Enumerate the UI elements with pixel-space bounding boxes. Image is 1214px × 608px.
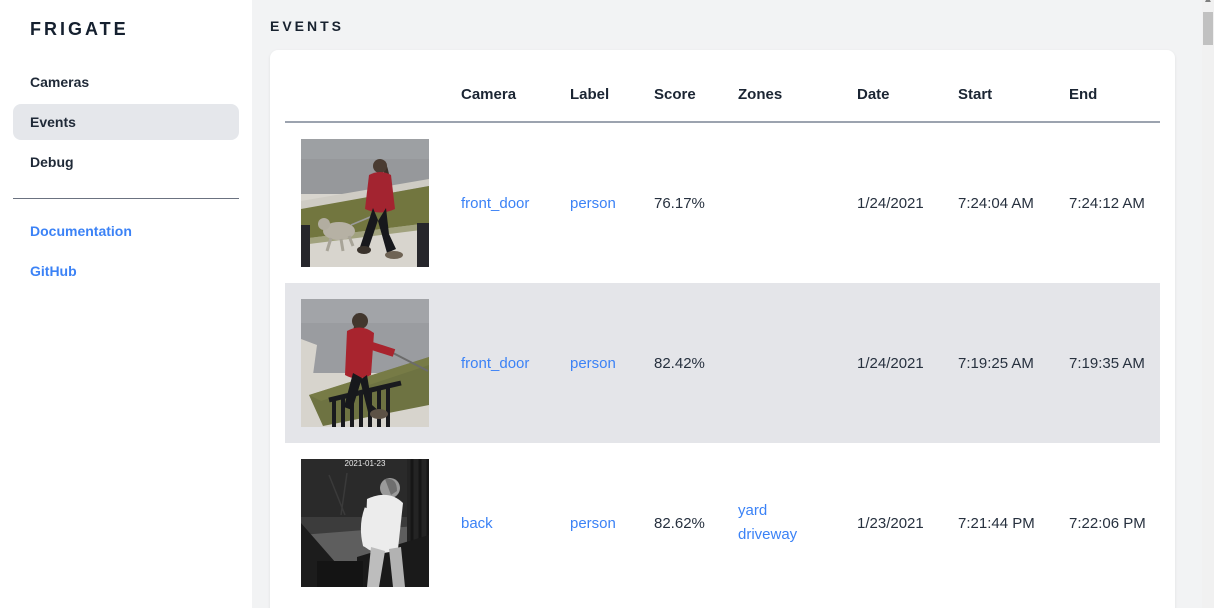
sidebar-item-events[interactable]: Events [13,104,239,140]
zone-link-yard[interactable]: yard [738,502,768,519]
column-header-label: Label [570,86,610,103]
sidebar: FRIGATE Cameras Events Debug Documentati… [0,0,252,608]
sidebar-divider [13,198,239,199]
sidebar-item-label: Debug [30,154,74,170]
thumbnail-man-night-ir: 2021-01-23 [301,459,429,587]
page-title: EVENTS [270,18,345,34]
score-cell: 76.17% [654,194,705,212]
event-thumbnail-cell: 2021-01-23 [285,459,461,587]
camera-link[interactable]: front_door [461,194,530,212]
page-scrollbar[interactable]: ▲ [1202,0,1214,608]
sidebar-link-label: GitHub [30,263,77,279]
camera-link[interactable]: front_door [461,354,530,372]
table-header-row: Camera Label Score Zones Date Start End [285,50,1160,123]
column-header-date: Date [857,86,890,103]
thumbnail-woman-red-hoodie [301,299,429,427]
column-header-camera: Camera [461,86,517,103]
column-header-start: Start [958,86,993,103]
thumbnail-woman-walking-dog [301,139,429,267]
events-card: Camera Label Score Zones Date Start End [270,50,1175,608]
date-cell: 1/24/2021 [857,354,924,372]
event-thumbnail-cell [285,299,461,427]
end-cell: 7:22:06 PM [1069,514,1146,532]
score-cell: 82.42% [654,354,705,372]
end-cell: 7:24:12 AM [1069,194,1145,212]
column-header-thumbnail [285,103,461,121]
thumbnail-timestamp: 2021-01-23 [345,459,386,468]
end-cell: 7:19:35 AM [1069,354,1145,372]
sidebar-nav: Cameras Events Debug Documentation GitHu… [13,64,239,289]
sidebar-link-github[interactable]: GitHub [13,253,239,289]
zone-link-driveway[interactable]: driveway [738,526,798,543]
camera-link[interactable]: back [461,514,493,532]
sidebar-item-label: Events [30,114,76,130]
event-thumbnail-cell [285,139,461,267]
column-header-zones: Zones [738,86,783,103]
date-cell: 1/23/2021 [857,514,924,532]
start-cell: 7:24:04 AM [958,194,1034,212]
table-row: front_door person 76.17% 1/24/2021 7:24:… [285,123,1160,283]
label-cell: person [570,515,654,532]
sidebar-item-label: Cameras [30,74,90,90]
label-link[interactable]: person [570,194,616,212]
column-header-score: Score [654,86,696,103]
date-cell: 1/24/2021 [857,194,924,212]
sidebar-item-cameras[interactable]: Cameras [13,64,239,100]
app-logo[interactable]: FRIGATE [30,19,129,39]
scrollbar-thumb[interactable] [1203,12,1213,45]
camera-cell: back [461,515,570,532]
sidebar-link-documentation[interactable]: Documentation [13,213,239,249]
event-thumbnail[interactable] [301,139,429,267]
event-thumbnail[interactable] [301,299,429,427]
start-cell: 7:21:44 PM [958,514,1035,532]
table-row-selected: front_door person 82.42% 1/24/2021 7:19:… [285,283,1160,443]
zones-cell: yard driveway [738,499,857,547]
event-thumbnail[interactable]: 2021-01-23 [301,459,429,587]
score-cell: 82.62% [654,514,705,532]
scroll-up-arrow-icon[interactable]: ▲ [1203,0,1213,5]
sidebar-item-debug[interactable]: Debug [13,144,239,180]
column-header-end: End [1069,86,1098,103]
label-cell: person [570,355,654,372]
table-row: 2021-01-23 back person 82.62% yard drive… [285,443,1160,603]
camera-cell: front_door [461,355,570,372]
label-link[interactable]: person [570,514,616,532]
camera-cell: front_door [461,195,570,212]
label-link[interactable]: person [570,354,616,372]
sidebar-link-label: Documentation [30,223,132,239]
start-cell: 7:19:25 AM [958,354,1034,372]
label-cell: person [570,195,654,212]
main-content: EVENTS Camera Label Score Zones Date Sta… [252,0,1202,608]
